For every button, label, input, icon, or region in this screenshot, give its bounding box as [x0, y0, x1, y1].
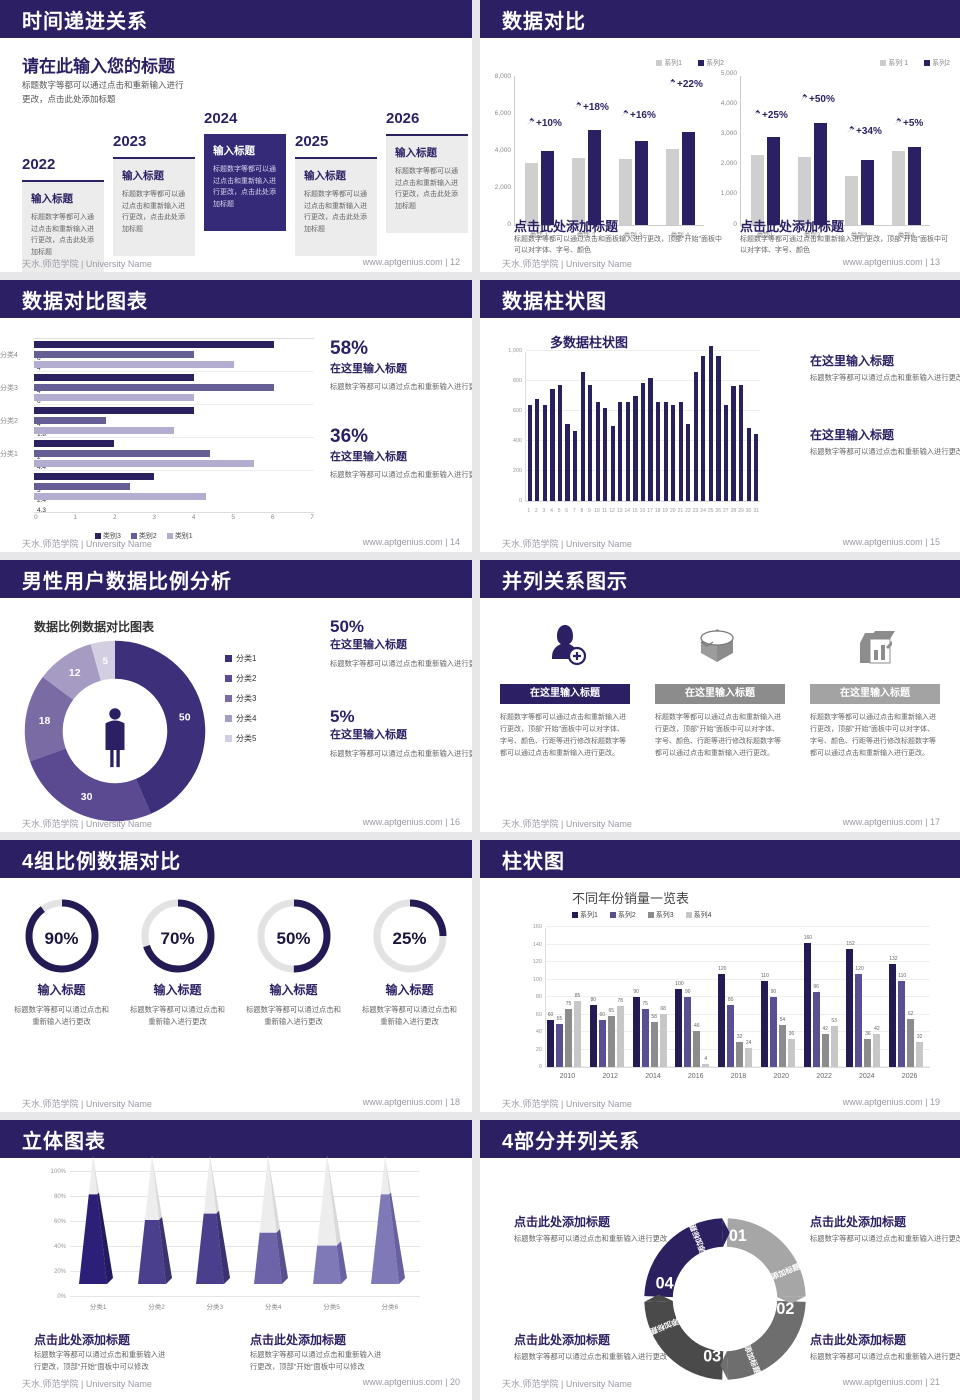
svg-text:5: 5 — [103, 656, 109, 667]
svg-text:30: 30 — [81, 792, 93, 803]
svg-text:12: 12 — [69, 668, 81, 679]
svg-text:03: 03 — [703, 1348, 721, 1366]
svg-text:04: 04 — [656, 1275, 674, 1293]
svg-text:18: 18 — [39, 716, 51, 727]
svg-text:01: 01 — [729, 1227, 747, 1245]
svg-text:50: 50 — [179, 712, 191, 723]
svg-text:02: 02 — [776, 1300, 794, 1318]
